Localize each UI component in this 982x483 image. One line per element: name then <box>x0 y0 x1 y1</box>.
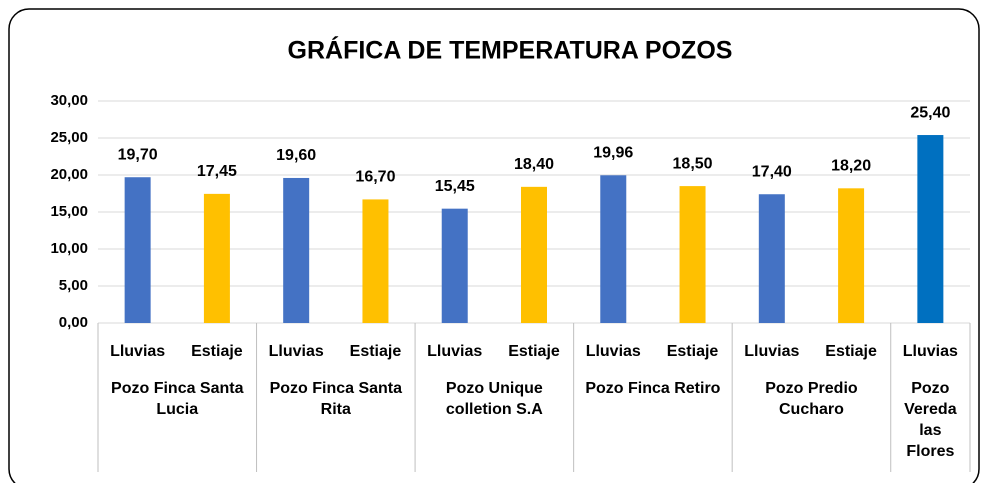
x-tick-label: Estiaje <box>508 343 560 360</box>
y-tick-label: 5,00 <box>59 277 88 294</box>
data-label: 19,60 <box>276 147 316 164</box>
y-tick-label: 15,00 <box>50 203 88 220</box>
bar <box>203 193 230 323</box>
data-label: 17,40 <box>752 163 792 180</box>
data-label: 19,70 <box>118 146 158 163</box>
group-label: Pozo Vereda las Flores <box>904 380 957 460</box>
bar <box>917 135 944 323</box>
data-label: 16,70 <box>355 169 395 186</box>
x-tick-label: Lluvias <box>586 343 641 360</box>
bar <box>521 186 547 323</box>
bar <box>679 186 706 323</box>
x-tick-label: Estiaje <box>667 343 719 360</box>
group-label: Pozo Finca Santa Lucia <box>111 380 244 418</box>
data-label: 19,96 <box>593 145 633 162</box>
bar <box>838 188 865 323</box>
y-tick-label: 20,00 <box>50 166 88 183</box>
x-tick-label: Estiaje <box>191 343 243 360</box>
x-tick-label: Lluvias <box>427 343 482 360</box>
x-tick-label: Estiaje <box>350 343 402 360</box>
data-label: 15,45 <box>435 178 475 195</box>
x-tick-label: Estiaje <box>825 343 877 360</box>
y-tick-label: 0,00 <box>59 314 88 331</box>
bar <box>441 208 468 323</box>
x-tick-label: Lluvias <box>269 343 324 360</box>
chart-title: GRÁFICA DE TEMPERATURA POZOS <box>288 36 733 65</box>
group-label: Pozo Finca Santa Rita <box>269 380 403 418</box>
y-tick-label: 10,00 <box>50 240 88 257</box>
chart-border <box>8 8 980 483</box>
data-label: 17,45 <box>197 163 237 180</box>
bar <box>283 177 310 323</box>
bar <box>124 177 151 323</box>
x-tick-label: Lluvias <box>903 343 958 360</box>
x-tick-label: Lluvias <box>110 343 165 360</box>
y-tick-label: 30,00 <box>50 92 88 109</box>
bar <box>600 175 627 323</box>
bar <box>362 199 389 323</box>
group-label: Pozo Unique colletion S.A <box>445 380 543 418</box>
data-label: 18,20 <box>831 158 871 175</box>
y-tick-label: 25,00 <box>50 129 88 146</box>
data-label: 18,40 <box>514 156 554 173</box>
group-label: Pozo Predio Cucharo <box>765 380 858 418</box>
group-label: Pozo Finca Retiro <box>585 380 721 397</box>
bar <box>758 194 785 323</box>
data-label: 18,50 <box>673 155 713 172</box>
x-tick-label: Lluvias <box>744 343 799 360</box>
data-label: 25,40 <box>910 104 950 121</box>
